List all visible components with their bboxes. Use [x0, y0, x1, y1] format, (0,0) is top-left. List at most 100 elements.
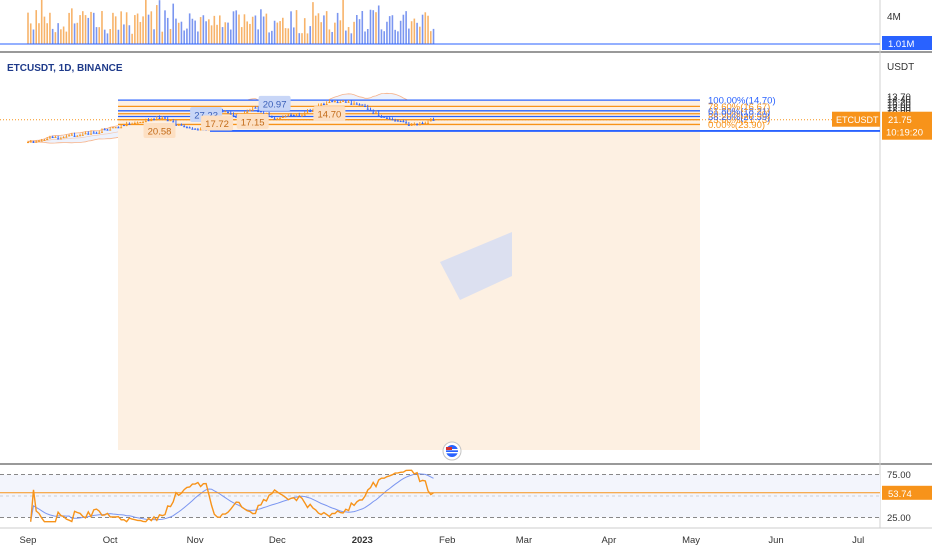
volume-bar	[331, 31, 333, 44]
candle-body	[309, 111, 312, 113]
volume-bar	[421, 14, 424, 44]
candle-body	[117, 127, 120, 129]
volume-bar	[399, 20, 402, 44]
volume-bar	[43, 16, 46, 44]
candle-body	[122, 125, 125, 127]
candle-body	[361, 104, 364, 106]
pivot-label: 20.58	[148, 126, 172, 137]
volume-bar	[134, 15, 136, 44]
volume-bar	[273, 20, 276, 44]
volume-bar	[345, 30, 347, 44]
volume-bar	[35, 10, 38, 44]
pivot-label-bg	[236, 113, 269, 129]
candle-body	[429, 120, 432, 122]
volume-badge-bg	[882, 36, 932, 50]
volume-bar	[227, 22, 229, 44]
volume-bar	[166, 17, 169, 44]
candle-body	[87, 133, 90, 135]
volume-bar	[210, 25, 213, 44]
candle-body	[248, 110, 251, 112]
volume-bar	[432, 28, 435, 44]
candle-body	[353, 103, 356, 105]
candle-body	[342, 100, 345, 102]
pivot-label: 14.70	[318, 110, 342, 121]
candle-body	[194, 128, 197, 130]
volume-bar	[386, 21, 388, 44]
candle-body	[68, 135, 71, 137]
candle-body	[383, 116, 386, 118]
candle-body	[48, 137, 51, 139]
volume-bar	[123, 24, 125, 44]
candle-body	[51, 136, 54, 138]
flag-icon[interactable]	[442, 441, 462, 461]
candle-body	[92, 132, 95, 134]
symbol-tag-bg	[832, 111, 880, 127]
volume-bar	[292, 27, 295, 44]
volume-bar	[101, 11, 103, 45]
volume-bar	[82, 11, 84, 45]
volume-bar	[186, 28, 188, 44]
candle-body	[70, 134, 73, 136]
time-tick: Jun	[768, 535, 783, 546]
volume-bar	[199, 17, 202, 44]
candle-body	[95, 132, 98, 134]
volume-bar	[388, 16, 391, 44]
volume-bar	[125, 12, 128, 44]
volume-bar	[268, 32, 270, 44]
candle-body	[372, 112, 375, 114]
volume-bar	[424, 12, 427, 44]
candle-body	[380, 116, 383, 118]
candle-body	[114, 127, 117, 129]
volume-bar	[90, 11, 92, 44]
volume-bar	[429, 31, 432, 44]
volume-bar	[76, 22, 79, 44]
time-tick: Apr	[601, 535, 616, 546]
candle-body	[125, 125, 128, 127]
volume-bar	[314, 15, 317, 45]
candle-body	[43, 139, 46, 141]
pivot-label: 17.15	[241, 117, 265, 128]
fib-retracement[interactable]: 0.00%(23.90)23.60%(21.73)38.20%(20.39)50…	[118, 96, 776, 131]
candle-body	[164, 117, 166, 119]
volume-bar	[405, 11, 407, 44]
price-tick: 14.40	[887, 95, 911, 106]
candle-body	[142, 121, 145, 123]
candle-body	[364, 105, 367, 107]
candle-body	[320, 104, 323, 106]
fib-label: 50.00%(19.30)	[708, 109, 770, 120]
candle-body	[279, 117, 282, 119]
time-axis[interactable]: Sep Oct Nov Dec 2023 Feb Mar Apr May Jun Jul	[20, 535, 865, 546]
volume-bar	[377, 5, 380, 44]
volume-bar	[120, 11, 122, 44]
candle-body	[344, 101, 347, 103]
volume-bar	[380, 29, 383, 44]
volume-bar	[219, 15, 221, 44]
volume-bar	[358, 19, 361, 44]
pivot-label-bg	[313, 106, 346, 122]
volume-bar	[95, 27, 98, 44]
volume-bar	[356, 14, 358, 45]
rsi-ma-line	[30, 473, 434, 522]
candle-body	[268, 115, 271, 117]
candle-body	[290, 114, 293, 116]
countdown-badge: 10:19:20	[886, 128, 923, 139]
candle-body	[366, 108, 369, 110]
volume-bar	[205, 21, 207, 44]
volume-bar	[136, 13, 139, 45]
candle-body	[100, 131, 103, 133]
candle-body	[416, 124, 419, 126]
volume-bar	[224, 22, 227, 44]
candle-body	[388, 118, 391, 120]
candle-body	[98, 132, 101, 134]
candle-body	[358, 104, 361, 106]
volume-bar	[172, 3, 175, 44]
volume-bar	[284, 28, 287, 44]
candle-body	[336, 102, 339, 104]
candle-body	[396, 120, 399, 122]
rsi-pane: 75.00 25.00 53.74	[0, 469, 932, 524]
candle-body	[407, 124, 410, 126]
volume-bar	[175, 18, 177, 44]
candle-body	[62, 137, 65, 139]
